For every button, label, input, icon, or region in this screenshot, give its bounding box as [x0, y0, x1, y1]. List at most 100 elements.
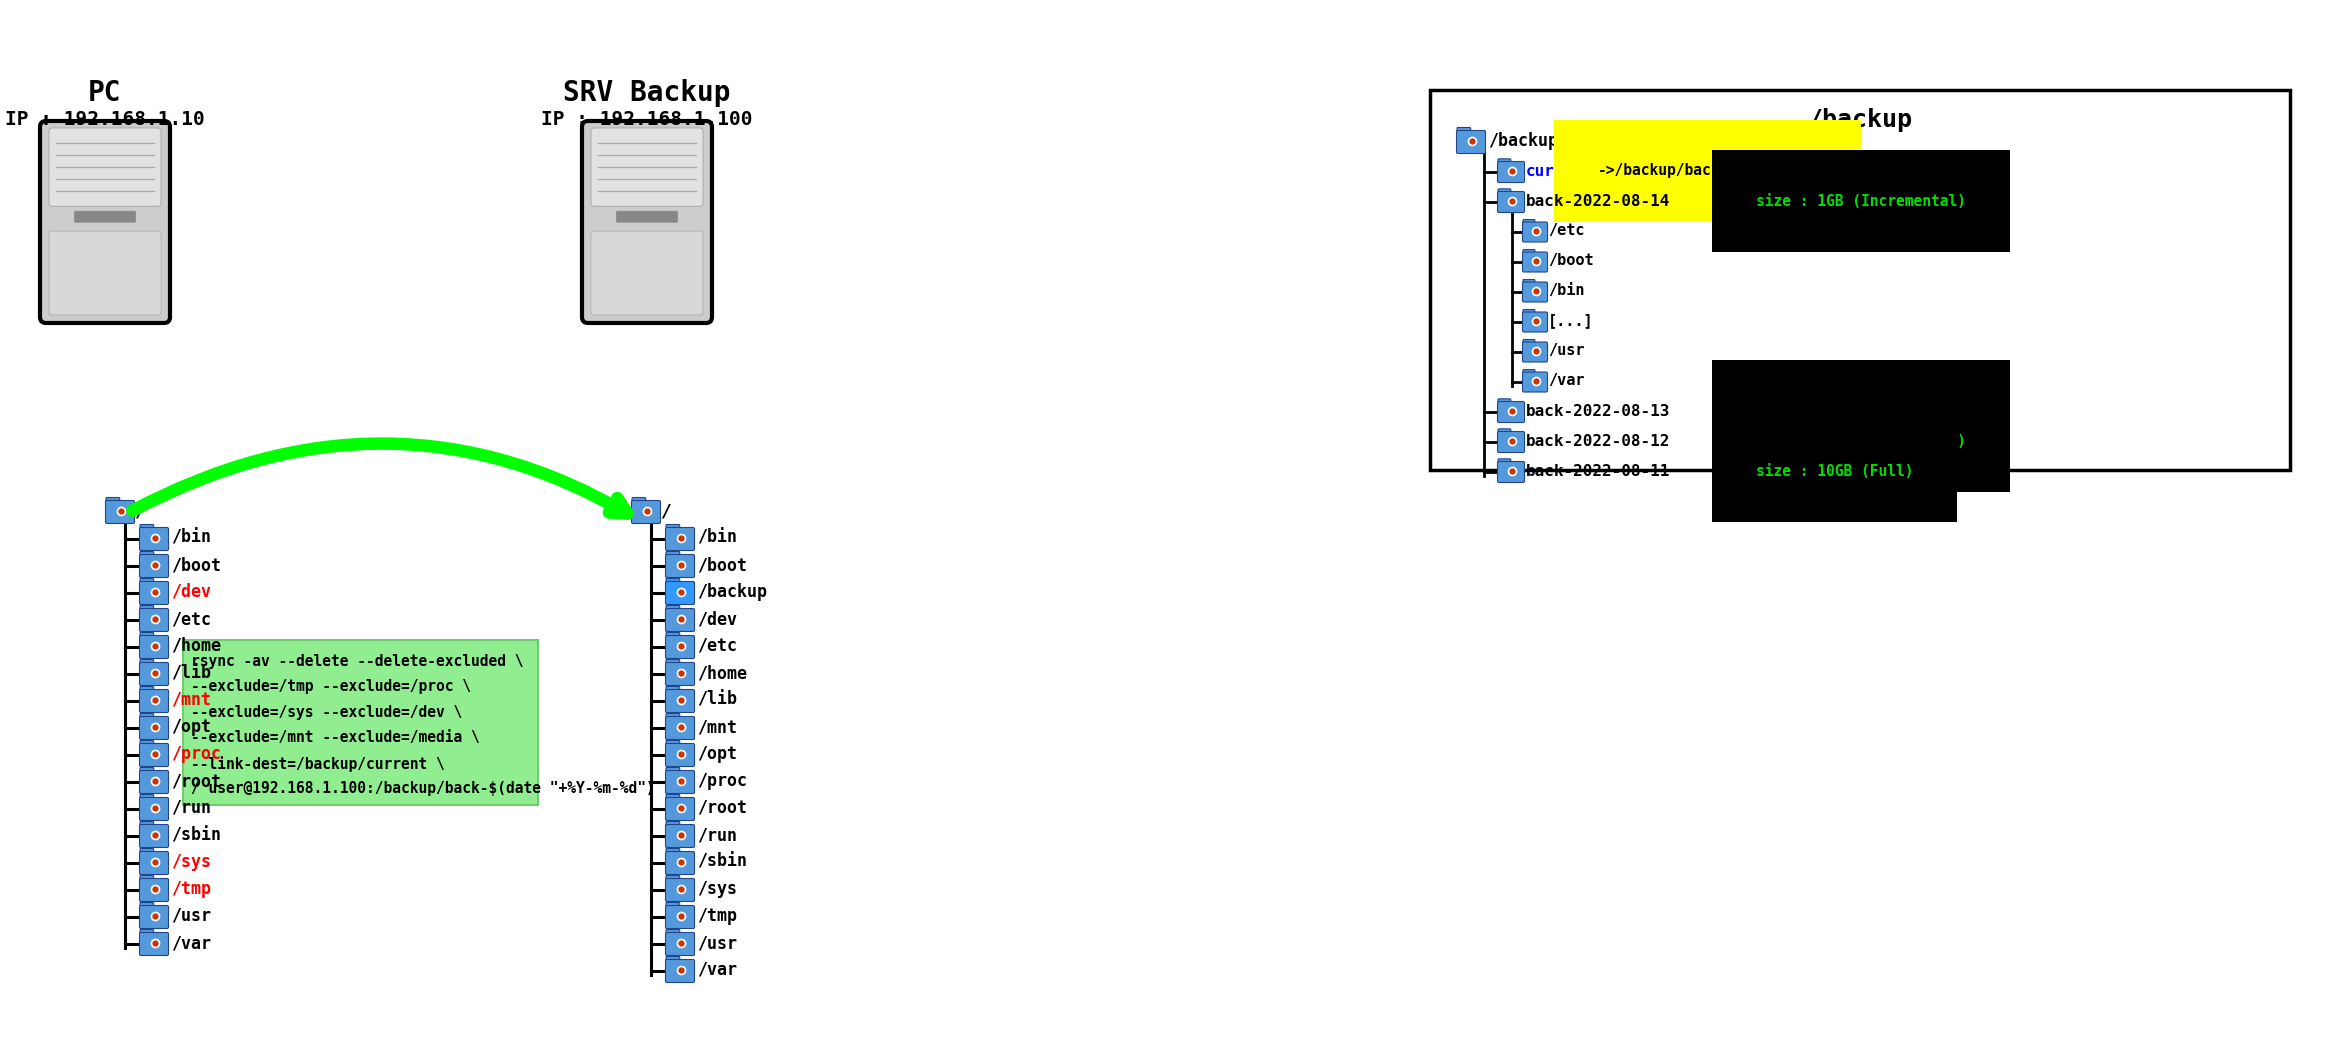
- FancyBboxPatch shape: [665, 770, 695, 794]
- Text: size : 2GB (Incremental): size : 2GB (Incremental): [1757, 403, 1967, 419]
- FancyBboxPatch shape: [75, 212, 135, 222]
- FancyBboxPatch shape: [140, 578, 154, 586]
- Text: /proc: /proc: [170, 745, 222, 763]
- FancyBboxPatch shape: [140, 632, 154, 640]
- FancyBboxPatch shape: [665, 744, 695, 767]
- FancyBboxPatch shape: [140, 660, 154, 667]
- Text: /etc: /etc: [170, 610, 210, 628]
- FancyBboxPatch shape: [665, 605, 679, 613]
- FancyBboxPatch shape: [1523, 340, 1535, 346]
- Text: /etc: /etc: [698, 637, 737, 655]
- FancyBboxPatch shape: [140, 687, 154, 694]
- FancyBboxPatch shape: [665, 581, 695, 604]
- FancyBboxPatch shape: [140, 690, 168, 713]
- Text: /dev: /dev: [170, 584, 210, 601]
- FancyBboxPatch shape: [140, 848, 154, 855]
- Text: size : 1GB (Incremental): size : 1GB (Incremental): [1757, 433, 1967, 448]
- FancyBboxPatch shape: [665, 551, 679, 559]
- FancyBboxPatch shape: [140, 851, 168, 874]
- FancyBboxPatch shape: [665, 878, 695, 901]
- FancyBboxPatch shape: [665, 851, 695, 874]
- FancyBboxPatch shape: [1523, 309, 1535, 316]
- Text: /usr: /usr: [1549, 344, 1584, 358]
- Text: back-2022-08-13: back-2022-08-13: [1526, 403, 1670, 419]
- FancyBboxPatch shape: [665, 848, 679, 855]
- Text: /root: /root: [170, 772, 222, 790]
- Text: /usr: /usr: [698, 934, 737, 952]
- Text: /: /: [135, 502, 147, 520]
- FancyBboxPatch shape: [665, 875, 679, 883]
- FancyBboxPatch shape: [140, 663, 168, 686]
- Text: /run: /run: [170, 799, 210, 817]
- FancyBboxPatch shape: [1430, 90, 2291, 470]
- FancyBboxPatch shape: [665, 933, 695, 956]
- Text: /bin: /bin: [1549, 283, 1584, 298]
- FancyBboxPatch shape: [1523, 249, 1535, 255]
- FancyBboxPatch shape: [632, 500, 660, 523]
- Text: / user@192.168.1.100:/backup/back-$(date "+%Y-%m-%d"): / user@192.168.1.100:/backup/back-$(date…: [191, 780, 656, 796]
- FancyBboxPatch shape: [140, 714, 154, 720]
- FancyBboxPatch shape: [665, 717, 695, 740]
- Text: /sbin: /sbin: [698, 853, 747, 871]
- FancyBboxPatch shape: [140, 878, 168, 901]
- FancyBboxPatch shape: [1523, 372, 1547, 392]
- FancyBboxPatch shape: [665, 794, 679, 801]
- FancyBboxPatch shape: [140, 875, 154, 883]
- Text: /mnt: /mnt: [698, 718, 737, 736]
- FancyBboxPatch shape: [1498, 431, 1523, 452]
- Text: --exclude=/sys --exclude=/dev \: --exclude=/sys --exclude=/dev \: [191, 704, 462, 720]
- FancyBboxPatch shape: [665, 660, 679, 667]
- Text: --link-dest=/backup/current \: --link-dest=/backup/current \: [191, 755, 446, 771]
- Text: /root: /root: [698, 799, 747, 817]
- Text: /backup: /backup: [1808, 108, 1913, 132]
- FancyBboxPatch shape: [140, 636, 168, 659]
- FancyBboxPatch shape: [1523, 312, 1547, 332]
- FancyBboxPatch shape: [105, 497, 119, 504]
- Text: /bin: /bin: [170, 529, 210, 547]
- Text: /lib: /lib: [170, 664, 210, 683]
- FancyBboxPatch shape: [665, 821, 679, 828]
- FancyBboxPatch shape: [140, 770, 168, 794]
- FancyBboxPatch shape: [665, 824, 695, 847]
- FancyBboxPatch shape: [1523, 220, 1535, 226]
- FancyBboxPatch shape: [140, 929, 154, 937]
- FancyBboxPatch shape: [1498, 399, 1512, 405]
- Text: rsync -av --delete --delete-excluded \: rsync -av --delete --delete-excluded \: [191, 654, 523, 669]
- Text: back-2022-08-14: back-2022-08-14: [1526, 194, 1670, 208]
- Text: --exclude=/tmp --exclude=/proc \: --exclude=/tmp --exclude=/proc \: [191, 679, 471, 694]
- FancyBboxPatch shape: [49, 128, 161, 206]
- FancyBboxPatch shape: [665, 554, 695, 577]
- FancyBboxPatch shape: [1498, 162, 1523, 182]
- FancyBboxPatch shape: [590, 128, 702, 206]
- Text: back-2022-08-11: back-2022-08-11: [1526, 464, 1670, 478]
- FancyBboxPatch shape: [665, 905, 695, 928]
- FancyBboxPatch shape: [140, 905, 168, 928]
- Text: IP : 192.168.1.100: IP : 192.168.1.100: [541, 110, 754, 129]
- FancyBboxPatch shape: [1523, 222, 1547, 242]
- FancyBboxPatch shape: [1498, 429, 1512, 436]
- Text: /proc: /proc: [698, 772, 747, 790]
- FancyBboxPatch shape: [1523, 370, 1535, 376]
- Text: --exclude=/mnt --exclude=/media \: --exclude=/mnt --exclude=/media \: [191, 730, 481, 745]
- FancyBboxPatch shape: [49, 231, 161, 315]
- FancyBboxPatch shape: [665, 690, 695, 713]
- FancyBboxPatch shape: [140, 933, 168, 956]
- FancyBboxPatch shape: [665, 636, 695, 659]
- Text: current: current: [1526, 164, 1593, 178]
- FancyBboxPatch shape: [140, 609, 168, 631]
- Text: /run: /run: [698, 826, 737, 844]
- Text: /lib: /lib: [698, 691, 737, 709]
- Text: /tmp: /tmp: [698, 907, 737, 925]
- Text: /dev: /dev: [698, 610, 737, 628]
- FancyBboxPatch shape: [616, 212, 677, 222]
- FancyBboxPatch shape: [140, 554, 168, 577]
- Text: SRV Backup: SRV Backup: [562, 79, 730, 107]
- Text: /opt: /opt: [170, 718, 210, 736]
- Text: /etc: /etc: [1549, 223, 1584, 239]
- FancyBboxPatch shape: [665, 687, 679, 694]
- FancyBboxPatch shape: [665, 902, 679, 910]
- FancyBboxPatch shape: [40, 121, 170, 323]
- FancyBboxPatch shape: [665, 663, 695, 686]
- FancyBboxPatch shape: [140, 824, 168, 847]
- FancyBboxPatch shape: [665, 741, 679, 747]
